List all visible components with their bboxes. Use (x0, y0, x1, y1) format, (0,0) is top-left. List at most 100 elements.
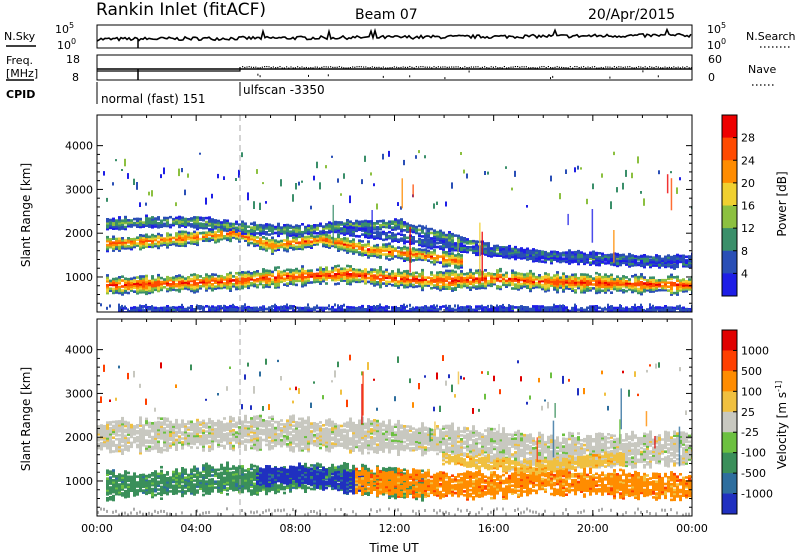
data-cell (286, 310, 289, 312)
data-cell (124, 221, 127, 225)
data-cell (211, 277, 214, 280)
data-cell (361, 229, 364, 232)
data-cell (160, 280, 163, 284)
scatter-cell (592, 183, 594, 190)
data-cell (256, 242, 259, 245)
near-range-cell (358, 307, 360, 311)
data-cell (565, 253, 568, 256)
data-cell (565, 275, 568, 278)
nave-point (288, 67, 290, 69)
data-cell (118, 473, 121, 476)
data-cell (295, 228, 298, 231)
data-cell (109, 421, 112, 424)
data-cell (394, 222, 397, 225)
data-cell (433, 253, 436, 256)
data-cell (193, 273, 196, 276)
data-cell (487, 254, 490, 258)
data-cell (205, 222, 208, 226)
data-cell (532, 255, 535, 259)
data-cell (427, 255, 430, 259)
data-cell (391, 278, 394, 281)
data-cell (568, 262, 571, 265)
scatter-cell (298, 181, 300, 186)
data-cell (301, 234, 304, 238)
data-cell (460, 285, 463, 289)
data-cell (433, 280, 436, 283)
data-cell (247, 284, 250, 288)
data-cell (634, 259, 637, 262)
data-cell (319, 276, 322, 279)
nave-point (517, 66, 519, 68)
data-cell (406, 275, 409, 279)
data-cell (526, 258, 529, 261)
data-cell (301, 275, 304, 278)
data-cell (253, 272, 256, 276)
data-cell (466, 286, 469, 289)
data-cell (436, 308, 439, 311)
data-cell (385, 253, 388, 256)
data-cell (670, 259, 673, 263)
data-cell (460, 282, 463, 285)
data-cell (505, 273, 508, 277)
data-cell (370, 272, 373, 275)
data-cell (370, 274, 373, 277)
data-cell (682, 263, 685, 266)
data-cell (463, 284, 466, 288)
scatter-cell (601, 173, 603, 178)
nave-point (387, 67, 389, 69)
data-cell (544, 258, 547, 262)
data-cell (415, 285, 418, 288)
data-cell (268, 277, 271, 281)
data-cell (118, 279, 121, 283)
data-cell (451, 240, 454, 244)
data-cell (247, 235, 250, 239)
data-cell (652, 286, 655, 289)
data-cell (295, 267, 298, 271)
data-cell (421, 268, 424, 272)
data-cell (433, 237, 436, 240)
data-cell (130, 308, 133, 312)
data-cell (385, 270, 388, 274)
data-cell (460, 278, 463, 281)
near-range-cell (547, 308, 549, 312)
data-cell (430, 277, 433, 280)
data-cell (598, 279, 601, 282)
data-cell (136, 242, 139, 245)
data-cell (613, 306, 616, 310)
data-cell (202, 235, 205, 238)
scatter-cell (364, 155, 366, 162)
data-cell (127, 495, 130, 498)
data-cell (403, 229, 406, 232)
data-cell (433, 284, 436, 287)
data-cell (298, 306, 301, 310)
data-cell (118, 420, 121, 423)
data-cell (442, 246, 445, 249)
near-range-cell (301, 309, 303, 312)
data-cell (565, 281, 568, 284)
data-cell (271, 242, 274, 245)
data-cell (145, 222, 148, 225)
data-cell (166, 275, 169, 279)
near-range-cell (244, 303, 246, 307)
data-cell (496, 285, 499, 288)
data-cell (640, 275, 643, 278)
data-cell (415, 229, 418, 233)
data-cell (256, 240, 259, 243)
data-cell (592, 277, 595, 280)
data-cell (532, 251, 535, 255)
data-cell (358, 270, 361, 274)
data-cell (571, 279, 574, 283)
data-cell (175, 277, 178, 280)
nave-point (250, 66, 252, 68)
data-cell (250, 241, 253, 245)
data-cell (346, 280, 349, 284)
data-cell (373, 254, 376, 258)
data-cell (517, 306, 520, 309)
data-cell (379, 306, 382, 309)
data-cell (640, 259, 643, 262)
data-cell (241, 309, 244, 312)
data-cell (337, 227, 340, 230)
near-range-cell (280, 305, 282, 309)
data-cell (559, 307, 562, 310)
